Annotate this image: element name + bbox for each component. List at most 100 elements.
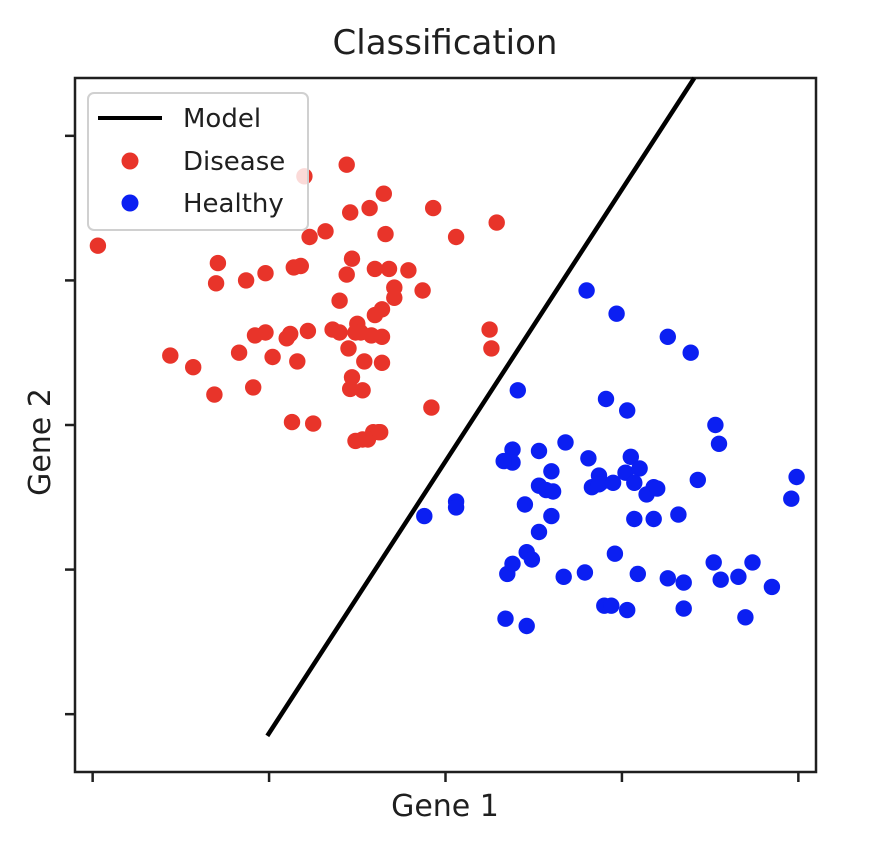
- healthy-point: [712, 571, 729, 588]
- disease-point: [331, 324, 348, 341]
- disease-point: [400, 262, 417, 279]
- model-line: [265, 76, 697, 738]
- healthy-point: [645, 510, 662, 528]
- healthy-point: [675, 600, 692, 617]
- healthy-point: [659, 570, 676, 587]
- healthy-point: [509, 382, 526, 399]
- disease-point: [375, 185, 392, 202]
- healthy-point: [619, 601, 636, 619]
- healthy-point: [606, 545, 624, 562]
- disease-point: [283, 413, 301, 431]
- healthy-point: [682, 344, 699, 361]
- disease-point: [342, 204, 359, 221]
- healthy-point: [504, 555, 521, 572]
- healthy-point: [578, 282, 595, 299]
- disease-point: [373, 354, 391, 371]
- healthy-point: [516, 496, 534, 513]
- x-axis-ticks: [91, 772, 800, 782]
- model-line-layer: [265, 76, 697, 738]
- healthy-point: [518, 617, 535, 635]
- healthy-point: [604, 474, 622, 491]
- disease-point: [282, 325, 299, 343]
- disease-point: [483, 340, 500, 357]
- healthy-point: [710, 435, 728, 452]
- disease-point: [356, 353, 373, 370]
- healthy-point: [631, 460, 648, 477]
- healthy-point: [590, 476, 608, 493]
- healthy-point: [626, 474, 643, 491]
- disease-point: [338, 156, 355, 173]
- disease-point: [206, 386, 223, 403]
- disease-point: [230, 344, 248, 361]
- healthy-point: [530, 523, 548, 541]
- healthy-point: [763, 578, 781, 596]
- disease-point: [331, 292, 348, 309]
- disease-point: [372, 424, 389, 441]
- disease-point: [359, 431, 377, 448]
- disease-point: [301, 228, 318, 246]
- disease-point: [354, 382, 371, 399]
- chart-title: Classification: [333, 23, 558, 63]
- legend: Model Disease Healthy: [87, 92, 309, 231]
- disease-point: [363, 327, 380, 344]
- disease-point: [317, 223, 334, 240]
- disease-point: [347, 432, 364, 450]
- disease-point: [380, 260, 398, 278]
- healthy-point: [504, 441, 521, 458]
- disease-point: [245, 379, 262, 396]
- disease-point: [377, 225, 394, 243]
- disease-point: [162, 347, 179, 364]
- disease-point: [237, 272, 255, 289]
- healthy-point: [416, 507, 433, 525]
- disease-point: [246, 327, 264, 344]
- disease-point: [343, 250, 361, 267]
- healthy-point: [576, 564, 594, 581]
- disease-point: [447, 228, 465, 246]
- scatter-points-layer: [89, 156, 805, 635]
- disease-point: [185, 359, 202, 376]
- disease-point: [289, 353, 306, 370]
- y-axis-ticks: [65, 134, 75, 716]
- legend-disease-marker: [121, 152, 139, 170]
- healthy-point: [543, 463, 560, 480]
- healthy-point: [788, 468, 805, 486]
- disease-point: [264, 348, 281, 366]
- disease-point: [209, 254, 227, 272]
- healthy-point: [737, 609, 754, 626]
- disease-point: [373, 301, 391, 318]
- legend-healthy-label: Healthy: [183, 189, 284, 219]
- healthy-point: [603, 597, 620, 614]
- x-axis-label: Gene 1: [391, 789, 499, 824]
- disease-point: [292, 257, 309, 275]
- healthy-point: [659, 328, 676, 345]
- healthy-point: [557, 434, 574, 451]
- healthy-point: [629, 565, 646, 583]
- legend-box: [87, 92, 309, 231]
- healthy-point: [523, 551, 541, 568]
- disease-point: [207, 275, 225, 292]
- legend-model-label: Model: [183, 104, 261, 134]
- healthy-point: [649, 480, 666, 497]
- disease-point: [423, 399, 440, 416]
- healthy-point: [675, 574, 692, 591]
- healthy-point: [608, 305, 625, 322]
- legend-disease-label: Disease: [183, 147, 285, 177]
- disease-point: [386, 289, 403, 306]
- healthy-point: [619, 402, 636, 419]
- disease-point: [340, 340, 357, 357]
- healthy-point: [447, 499, 465, 516]
- disease-point: [89, 237, 107, 254]
- healthy-point: [544, 483, 562, 500]
- disease-point: [342, 380, 359, 398]
- healthy-point: [707, 416, 724, 434]
- healthy-point: [530, 442, 548, 460]
- healthy-point: [730, 568, 747, 585]
- healthy-point: [497, 610, 514, 627]
- disease-point: [425, 199, 442, 217]
- disease-point: [488, 214, 505, 231]
- healthy-point: [689, 471, 706, 489]
- disease-point: [257, 265, 274, 282]
- disease-point: [305, 415, 322, 432]
- healthy-point: [580, 450, 597, 467]
